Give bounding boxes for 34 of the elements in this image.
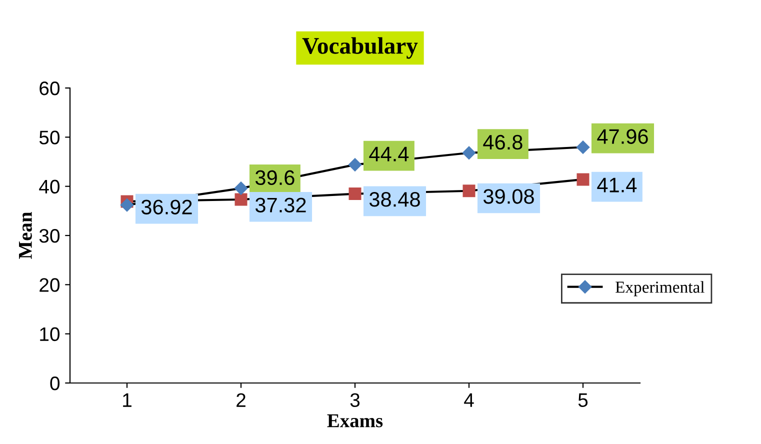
data-label: 39.6 <box>255 170 294 186</box>
y-tick-label: 0 <box>50 376 60 390</box>
data-label: 47.96 <box>597 129 648 144</box>
point <box>234 182 248 195</box>
chart-title: Vocabulary <box>302 37 418 59</box>
data-label: 36.92 <box>141 200 192 214</box>
data-label: 44.4 <box>369 146 409 162</box>
x-tick-label: 1 <box>123 393 132 407</box>
x-tick-label: 3 <box>350 393 360 408</box>
legend-label: Experimental <box>616 281 704 296</box>
data-label: 46.8 <box>483 134 522 150</box>
data-label: 41.4 <box>597 178 637 192</box>
point <box>120 198 134 212</box>
point <box>462 146 476 160</box>
point <box>576 173 590 186</box>
point <box>348 158 362 172</box>
point <box>348 188 362 200</box>
x-tick-label: 5 <box>578 393 588 408</box>
y-tick-label: 30 <box>39 228 60 243</box>
point <box>462 184 476 198</box>
y-tick-label: 60 <box>40 81 60 96</box>
data-label: 39.08 <box>483 189 534 204</box>
y-axis-title: Mean <box>19 212 32 259</box>
y-tick-label: 10 <box>40 327 60 342</box>
data-label: 37.32 <box>255 198 306 212</box>
x-tick-label: 2 <box>236 393 246 407</box>
x-tick-label: 4 <box>464 393 474 407</box>
y-tick-label: 50 <box>39 130 60 144</box>
x-axis-title: Exams <box>327 414 383 428</box>
point <box>576 140 590 154</box>
point <box>234 193 248 206</box>
data-label: 38.48 <box>369 192 420 207</box>
y-tick-label: 20 <box>40 278 60 292</box>
y-tick-label: 40 <box>39 180 60 194</box>
